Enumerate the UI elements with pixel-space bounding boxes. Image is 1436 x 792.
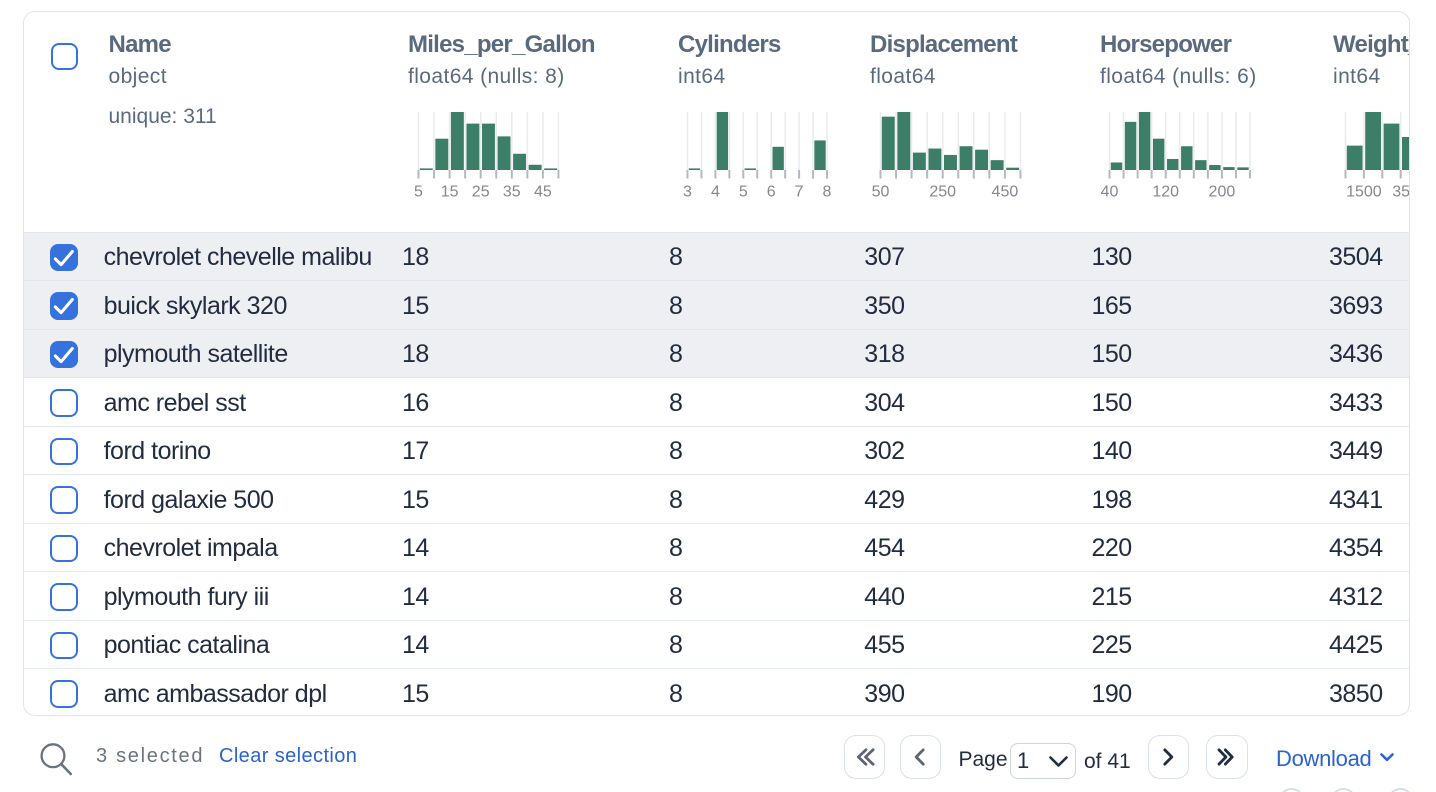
svg-text:1500: 1500 [1346,184,1382,201]
svg-text:250: 250 [929,184,956,201]
svg-text:450: 450 [992,184,1019,201]
svg-text:35: 35 [503,184,521,201]
svg-text:45: 45 [534,184,552,201]
svg-text:4: 4 [711,184,720,201]
svg-text:200: 200 [1209,184,1236,201]
svg-text:50: 50 [872,184,890,201]
svg-text:40: 40 [1101,184,1119,201]
svg-text:15: 15 [441,184,459,201]
svg-text:6: 6 [767,184,776,201]
svg-text:3500: 3500 [1392,184,1409,201]
svg-text:120: 120 [1152,184,1179,201]
svg-text:5: 5 [414,184,423,201]
svg-text:25: 25 [472,184,490,201]
svg-text:5: 5 [739,184,748,201]
svg-text:3: 3 [683,184,692,201]
svg-text:7: 7 [795,184,804,201]
svg-text:8: 8 [823,184,832,201]
